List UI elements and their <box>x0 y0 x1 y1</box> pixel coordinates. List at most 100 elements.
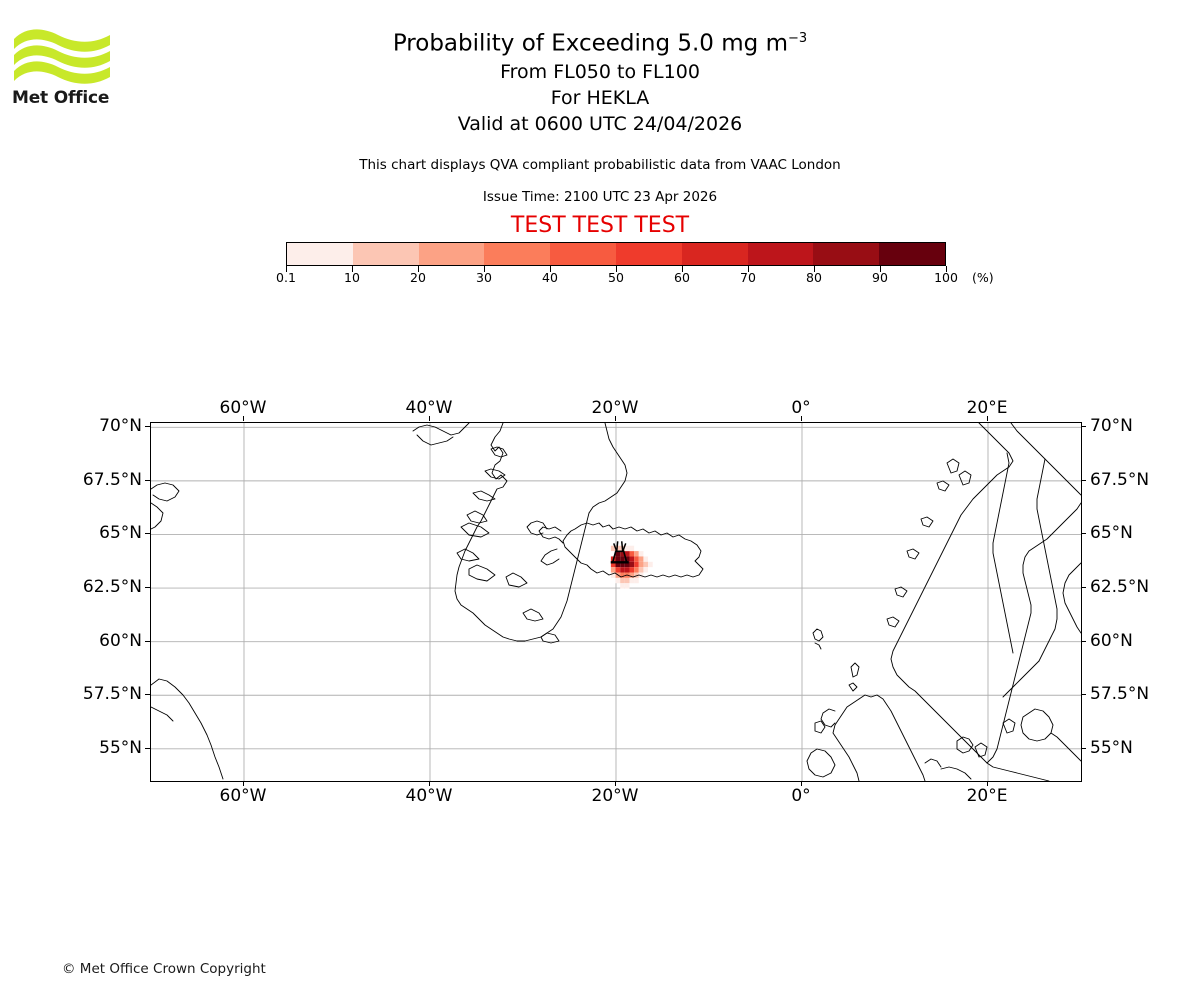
ash-cell <box>624 583 630 589</box>
greenland-island-3 <box>472 490 496 502</box>
colorbar-tick-10 <box>946 266 947 272</box>
labrador-fragment <box>151 502 164 530</box>
ash-cell <box>615 561 621 568</box>
lon-label-bottom-4: 20°E <box>966 786 1008 806</box>
lat-tick-right-4 <box>1081 640 1086 642</box>
chart-note-block: This chart displays QVA compliant probab… <box>0 156 1200 239</box>
colorbar-segment-5 <box>615 243 682 265</box>
lat-tick-left-2 <box>145 533 150 535</box>
colorbar-tick-9 <box>880 266 881 272</box>
colorbar-tick-2 <box>418 266 419 272</box>
faroe-islands-south <box>814 642 822 650</box>
ash-cell <box>634 572 639 578</box>
colorbar-tick-7 <box>748 266 749 272</box>
colorbar-tick-label-7: 70 <box>740 270 756 285</box>
ash-cell <box>615 545 621 552</box>
lat-label-right-0: 70°N <box>1090 416 1133 437</box>
ash-cell <box>615 577 621 584</box>
met-office-wave-mark <box>14 29 110 84</box>
lat-tick-right-6 <box>1081 747 1086 749</box>
colorbar-segment-8 <box>813 243 880 265</box>
lon-label-top-3: 0° <box>791 398 811 418</box>
colorbar-tick-label-2: 20 <box>410 270 426 285</box>
lat-label-right-6: 55°N <box>1090 737 1133 758</box>
lon-label-top-4: 20°E <box>966 398 1008 418</box>
lon-label-bottom-3: 0° <box>791 786 811 806</box>
lon-tick-top-2 <box>615 416 616 421</box>
lat-label-right-4: 60°N <box>1090 630 1133 651</box>
colorbar-tick-6 <box>682 266 683 272</box>
map-plot-area[interactable] <box>150 422 1082 782</box>
greenland-north-inlet <box>412 423 470 436</box>
lon-label-top-2: 20°W <box>591 398 639 418</box>
lat-tick-left-4 <box>145 640 150 642</box>
logo-wordmark: Met Office <box>12 88 110 108</box>
volcano-eruption-ray-1 <box>615 541 619 552</box>
ash-cell <box>610 561 616 568</box>
labrador-inlet <box>151 706 174 722</box>
lon-label-bottom-2: 20°W <box>591 786 639 806</box>
ash-cell <box>615 567 621 573</box>
colorbar-segment-2 <box>418 243 485 265</box>
colorbar-tick-0 <box>286 266 287 272</box>
norway-island-7 <box>886 616 900 628</box>
colorbar-tick-label-0: 0.1 <box>276 270 296 285</box>
ash-cell <box>610 545 616 552</box>
baltic-southeast-coast <box>1050 732 1081 762</box>
lon-tick-top-1 <box>429 416 430 421</box>
iceland-coast <box>562 522 704 578</box>
colorbar-tick-3 <box>484 266 485 272</box>
ash-cell <box>620 561 625 568</box>
ash-cell <box>629 556 635 562</box>
colorbar-tick-label-1: 10 <box>344 270 360 285</box>
lat-label-right-3: 62.5°N <box>1090 577 1150 598</box>
outer-hebrides <box>814 720 826 734</box>
ash-cell <box>643 561 649 568</box>
test-banner: TEST TEST TEST <box>510 213 690 238</box>
ash-cell <box>634 551 639 557</box>
colorbar-tick-label-5: 50 <box>608 270 624 285</box>
iceland-westfjord-peninsula <box>526 520 548 536</box>
ash-cell <box>629 551 635 557</box>
german-coast <box>940 766 972 780</box>
ash-cell <box>624 577 630 584</box>
volcano-eruption-ray-3 <box>622 543 627 552</box>
greenland-fjord-1 <box>416 434 454 446</box>
map-svg <box>151 423 1081 781</box>
ash-cell <box>620 551 625 557</box>
greenland-island-2 <box>484 468 506 480</box>
title-text: Probability of Exceeding 5.0 mg m <box>392 30 788 57</box>
lat-tick-left-5 <box>145 694 150 696</box>
lat-label-left-5: 57.5°N <box>82 684 142 705</box>
ash-cell <box>610 567 616 573</box>
lon-tick-bottom-2 <box>615 781 616 786</box>
ash-cell <box>638 551 644 557</box>
lofoten-island-2 <box>958 470 972 486</box>
greenland-island-7 <box>468 564 496 582</box>
north-european-coast <box>986 762 1050 781</box>
sweden-east-coast <box>986 502 1081 764</box>
ash-cell <box>638 561 644 568</box>
greenland-south-island <box>540 632 560 644</box>
colorbar-tick-label-9: 90 <box>872 270 888 285</box>
map-gridlines <box>151 423 1081 781</box>
coastline-layer <box>151 423 1081 781</box>
colorbar-tick-label-3: 30 <box>476 270 492 285</box>
lat-label-left-6: 55°N <box>99 737 142 758</box>
volcano-marker[interactable] <box>610 541 629 564</box>
lofoten-island-1 <box>946 458 960 474</box>
greenland-island-4 <box>466 510 488 524</box>
ash-cell <box>615 556 621 562</box>
greenland-coast <box>454 423 590 642</box>
ash-cell <box>624 556 630 562</box>
colorbar-ticks <box>286 266 947 274</box>
ash-cell <box>624 567 630 573</box>
greenland-island-5 <box>460 522 490 538</box>
colorbar-tick-label-8: 80 <box>806 270 822 285</box>
colorbar-segment-7 <box>747 243 814 265</box>
shetland-islands <box>850 662 860 678</box>
norway-island-6 <box>894 586 908 598</box>
colorbar-tick-5 <box>616 266 617 272</box>
norway-island-4 <box>920 516 934 528</box>
greenland-northeast-coast <box>588 423 628 514</box>
